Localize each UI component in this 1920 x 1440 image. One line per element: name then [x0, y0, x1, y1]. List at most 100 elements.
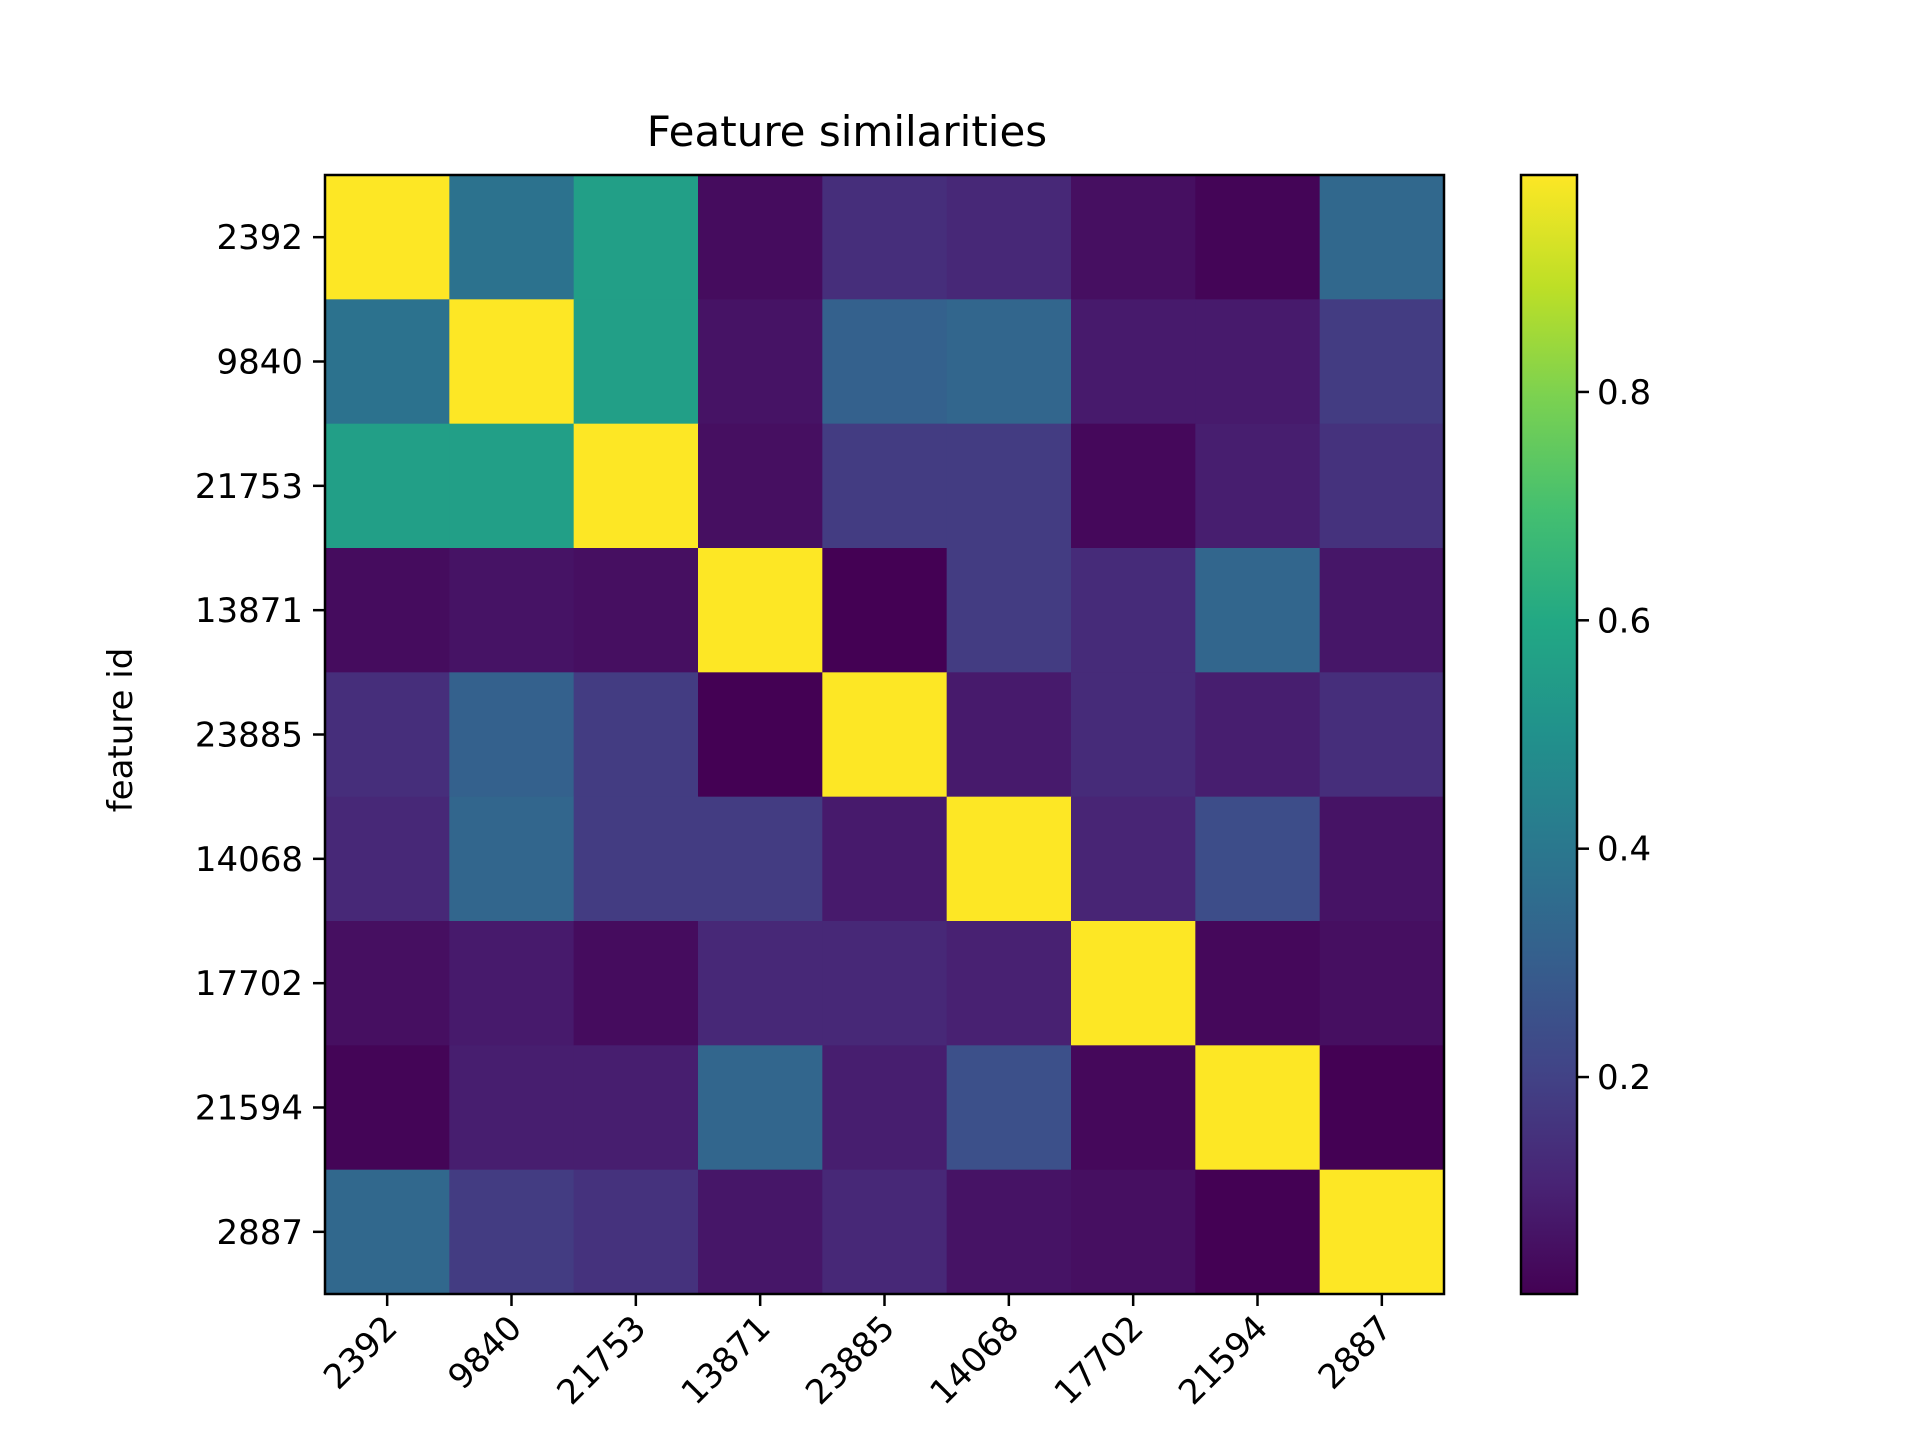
heatmap-cell — [1071, 299, 1196, 425]
heatmap-cell — [325, 548, 450, 673]
heatmap-cell — [325, 796, 450, 922]
colorbar-tick-label: 0.4 — [1597, 830, 1651, 870]
x-tick-label: 14068 — [922, 1308, 1027, 1413]
heatmap-cell — [449, 1169, 575, 1295]
heatmap-cell — [449, 1045, 575, 1171]
y-tick-label: 14068 — [195, 840, 303, 880]
y-tick-label: 2392 — [216, 218, 303, 258]
heatmap-cell — [946, 1045, 1072, 1171]
heatmap-cell — [1319, 175, 1445, 300]
heatmap-cell — [1071, 548, 1196, 673]
heatmap-cell — [698, 423, 823, 549]
heatmap-cell — [1195, 175, 1321, 300]
y-axis-label: feature id — [101, 648, 141, 813]
heatmap-cell — [573, 1169, 699, 1295]
heatmap-cell — [573, 548, 699, 673]
heatmap-cell — [946, 175, 1072, 300]
heatmap-cell — [449, 175, 575, 300]
heatmap-cell — [822, 175, 948, 300]
heatmap-cell — [822, 299, 948, 425]
heatmap-cell — [1195, 548, 1321, 673]
heatmap-cell — [698, 1045, 823, 1171]
heatmap-cell — [573, 672, 699, 798]
heatmap-cell — [822, 921, 948, 1046]
x-tick-label: 23885 — [798, 1308, 903, 1413]
heatmap-cell — [325, 423, 450, 549]
heatmap-cell — [1319, 548, 1445, 673]
heatmap-cell — [1319, 299, 1445, 425]
heatmap-cell — [573, 175, 699, 300]
colorbar-tick-label: 0.2 — [1597, 1058, 1651, 1098]
heatmap-cell — [946, 672, 1072, 798]
heatmap-cell — [1071, 1045, 1196, 1171]
heatmap-cell — [946, 423, 1072, 549]
heatmap-cell — [822, 796, 948, 922]
heatmap-cell — [1319, 921, 1445, 1046]
heatmap-cell — [573, 921, 699, 1046]
heatmap-cell — [325, 1169, 450, 1295]
y-tick-label: 2887 — [216, 1213, 303, 1253]
heatmap-cell — [325, 175, 450, 300]
chart-title: Feature similarities — [647, 107, 1047, 156]
heatmap-cell — [1319, 423, 1445, 549]
colorbar-axis: 0.2 0.4 0.6 0.8 — [1577, 373, 1651, 1098]
heatmap-cell — [573, 796, 699, 922]
heatmap-cell — [325, 672, 450, 798]
heatmap-cell — [698, 175, 823, 300]
heatmap-cell — [1071, 175, 1196, 300]
heatmap-cell — [822, 1169, 948, 1295]
y-tick-label: 21594 — [195, 1089, 303, 1129]
heatmap-cell — [449, 796, 575, 922]
heatmap-cell — [1195, 299, 1321, 425]
x-tick-label: 21753 — [549, 1308, 654, 1413]
colorbar-tick-label: 0.6 — [1597, 601, 1651, 641]
heatmap-cell — [1319, 672, 1445, 798]
colorbar — [1519, 173, 1579, 1296]
heatmap-cell — [1071, 921, 1196, 1046]
heatmap-cell — [573, 1045, 699, 1171]
heatmap-cell — [698, 672, 823, 798]
heatmap-cell — [1195, 796, 1321, 922]
x-axis: 2392 9840 21753 13871 23885 14068 17702 21594 28… — [316, 1294, 1400, 1413]
heatmap-cell — [1319, 1045, 1445, 1171]
y-tick-label: 17702 — [195, 964, 303, 1004]
x-tick-label: 2887 — [1311, 1308, 1400, 1397]
x-tick-label: 9840 — [440, 1308, 529, 1397]
heatmap-cell — [449, 672, 575, 798]
heatmap-cell — [1195, 1169, 1321, 1295]
x-tick-label: 2392 — [316, 1308, 405, 1397]
heatmap-cell — [698, 299, 823, 425]
heatmap-cell — [1319, 1169, 1445, 1295]
heatmap-cell — [1195, 921, 1321, 1046]
y-tick-label: 21753 — [195, 467, 303, 507]
heatmap-cell — [1319, 796, 1445, 922]
heatmap-cell — [1071, 672, 1196, 798]
x-tick-label: 21594 — [1171, 1308, 1276, 1413]
heatmap-cell — [449, 299, 575, 425]
heatmap-cells — [325, 175, 1445, 1295]
x-tick-label: 13871 — [674, 1308, 779, 1413]
heatmap-cell — [698, 548, 823, 673]
heatmap-cell — [1195, 423, 1321, 549]
heatmap-cell — [325, 299, 450, 425]
colorbar-tick-label: 0.8 — [1597, 373, 1651, 413]
y-tick-label: 23885 — [195, 716, 303, 756]
heatmap-cell — [822, 423, 948, 549]
heatmap-cell — [449, 423, 575, 549]
heatmap-cell — [698, 1169, 823, 1295]
heatmap-cell — [946, 548, 1072, 673]
heatmap-cell — [573, 299, 699, 425]
heatmap-cell — [822, 672, 948, 798]
heatmap-cell — [946, 1169, 1072, 1295]
x-tick-label: 17702 — [1047, 1308, 1152, 1413]
y-axis: 2392 9840 21753 13871 23885 14068 17702 21594 28… — [195, 218, 325, 1253]
heatmap-cell — [946, 299, 1072, 425]
heatmap-cell — [325, 921, 450, 1046]
heatmap-cell — [449, 548, 575, 673]
heatmap-cell — [1195, 672, 1321, 798]
heatmap-cell — [449, 921, 575, 1046]
heatmap-cell — [822, 1045, 948, 1171]
y-tick-label: 13871 — [195, 591, 303, 631]
heatmap-cell — [1071, 423, 1196, 549]
